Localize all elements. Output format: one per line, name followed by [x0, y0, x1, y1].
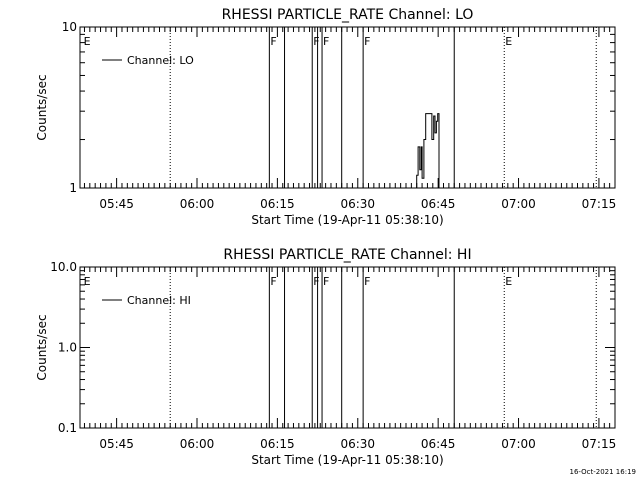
- chart1-ytick-label: 1.0: [58, 341, 77, 355]
- chart0-event-label: F: [270, 35, 276, 48]
- chart0-series-line: [416, 113, 440, 188]
- chart1-plot-frame: [79, 266, 616, 429]
- chart0-event-label: E: [84, 35, 91, 48]
- footer-timestamp: 16-Oct-2021 16:19: [570, 468, 636, 476]
- panel-lo-channel: RHESSI PARTICLE_RATE Channel: LO Counts/s…: [35, 7, 616, 227]
- chart1-xtick-label: 06:45: [421, 437, 456, 451]
- chart0-event-label: F: [323, 35, 329, 48]
- chart1-xtick-label: 06:15: [260, 437, 295, 451]
- chart1-xtick-label: 05:45: [99, 437, 134, 451]
- chart1-xtick-label: 06:30: [340, 437, 375, 451]
- chart1-ylabel: Counts/sec: [35, 314, 49, 380]
- chart1-event-label: F: [313, 275, 319, 288]
- chart0-xtick-label: 06:30: [340, 197, 375, 211]
- chart0-xtick-label: 07:00: [501, 197, 536, 211]
- chart0-plot-frame: [79, 26, 616, 189]
- chart1-event-label: E: [84, 275, 91, 288]
- chart0-ytick-label: 10: [62, 20, 77, 34]
- chart0-title: RHESSI PARTICLE_RATE Channel: LO: [222, 7, 474, 23]
- chart1-legend-label: Channel: HI: [127, 294, 191, 307]
- chart1-event-label: F: [364, 275, 370, 288]
- chart0-xtick-label: 07:15: [582, 197, 617, 211]
- chart1-event-label: E: [505, 275, 512, 288]
- chart0-xlabel: Start Time (19-Apr-11 05:38:10): [251, 213, 443, 227]
- chart0-event-label: E: [505, 35, 512, 48]
- chart0-ylabel: Counts/sec: [35, 74, 49, 140]
- chart0-xtick-label: 06:45: [421, 197, 456, 211]
- chart1-xlabel: Start Time (19-Apr-11 05:38:10): [251, 453, 443, 467]
- chart0-event-label: F: [364, 35, 370, 48]
- chart1-ytick-label: 10.0: [50, 260, 77, 274]
- chart0-legend-label: Channel: LO: [127, 54, 194, 67]
- chart1-xtick-label: 07:15: [582, 437, 617, 451]
- chart0-xtick-label: 06:00: [180, 197, 215, 211]
- chart1-event-label: F: [270, 275, 276, 288]
- panel-hi-channel: RHESSI PARTICLE_RATE Channel: HI Counts/s…: [35, 247, 616, 467]
- chart0-xtick-label: 06:15: [260, 197, 295, 211]
- chart0-xtick-label: 05:45: [99, 197, 134, 211]
- chart1-title: RHESSI PARTICLE_RATE Channel: HI: [223, 247, 471, 263]
- chart1-event-label: F: [323, 275, 329, 288]
- chart1-xtick-label: 07:00: [501, 437, 536, 451]
- chart1-ytick-label: 0.1: [58, 421, 77, 435]
- chart0-ytick-label: 1: [69, 181, 77, 195]
- chart0-event-label: F: [313, 35, 319, 48]
- chart1-xtick-label: 06:00: [180, 437, 215, 451]
